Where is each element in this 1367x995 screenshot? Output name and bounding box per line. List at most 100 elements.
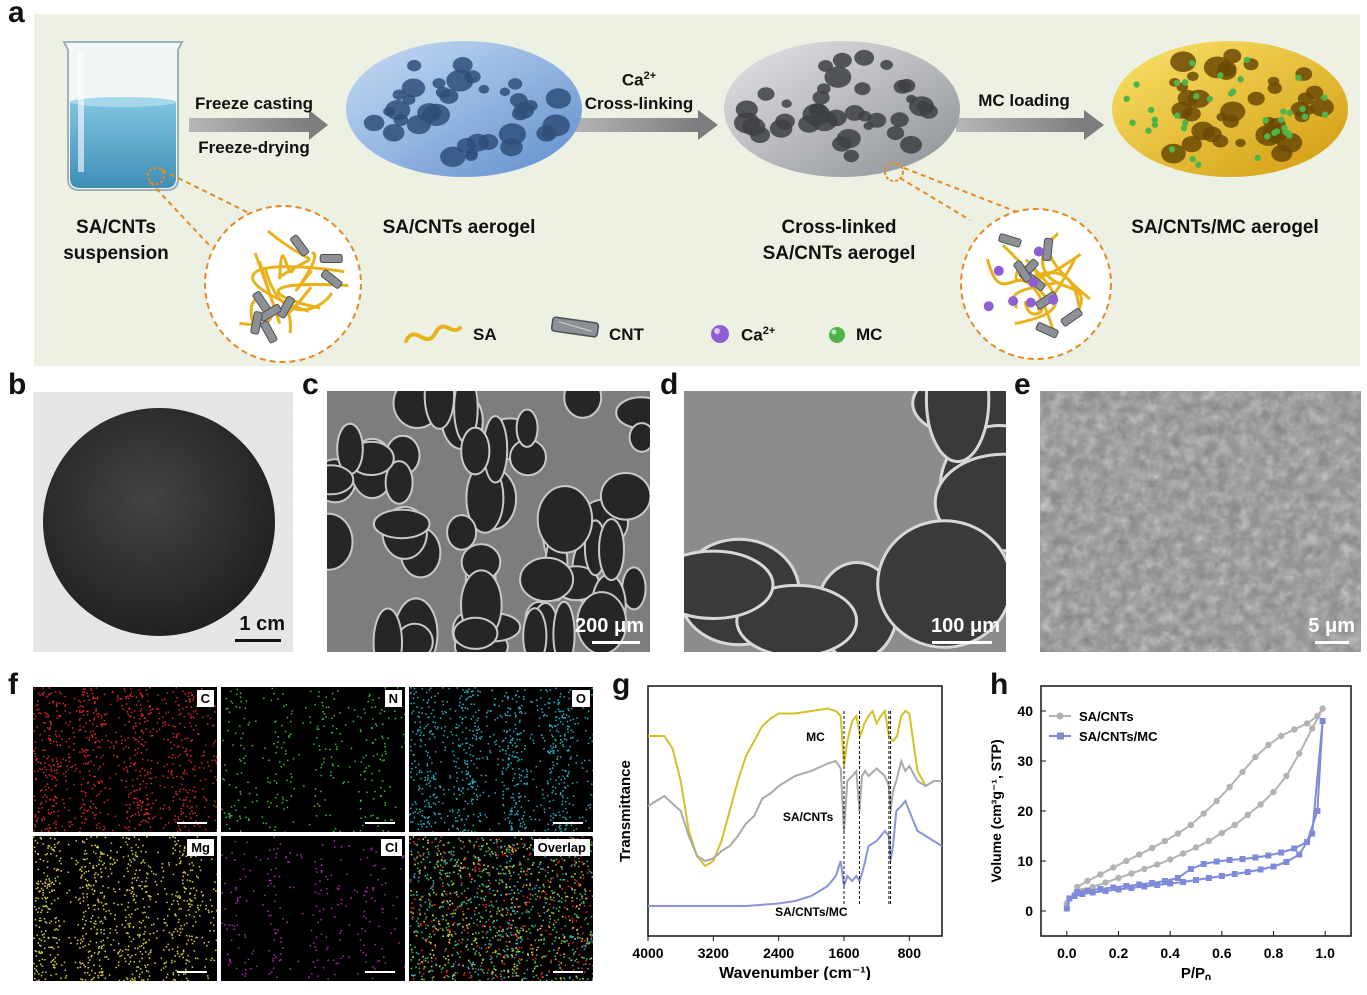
- eds-dot: [541, 956, 544, 959]
- eds-dot: [467, 783, 470, 785]
- eds-dot: [98, 713, 100, 715]
- eds-dot: [567, 707, 569, 710]
- eds-dot: [474, 971, 477, 973]
- eds-dot: [430, 696, 432, 699]
- eds-dot: [50, 724, 52, 726]
- aerogel-disc-texture: [43, 408, 275, 636]
- eds-dot: [35, 861, 37, 863]
- eds-dot: [434, 721, 437, 724]
- eds-dot: [543, 797, 545, 799]
- eds-dot: [478, 728, 481, 730]
- eds-dot: [127, 855, 130, 857]
- eds-dot: [418, 771, 420, 774]
- eds-dot: [83, 754, 86, 757]
- eds-dot: [586, 942, 588, 945]
- eds-dot: [179, 830, 182, 832]
- eds-dot: [174, 849, 177, 851]
- eds-dot: [105, 910, 107, 913]
- eds-dot: [486, 725, 488, 727]
- eds-dot: [457, 964, 460, 966]
- eds-dot: [495, 842, 498, 844]
- eds-dot: [44, 794, 46, 796]
- eds-dot: [457, 865, 459, 867]
- eds-dot: [143, 717, 146, 719]
- eds-dot: [140, 945, 143, 947]
- eds-dot: [436, 852, 438, 855]
- eds-dot: [524, 745, 526, 747]
- eds-dot: [567, 731, 569, 733]
- eds-dot: [93, 783, 95, 786]
- eds-dot: [523, 884, 525, 886]
- eds-dot: [131, 853, 134, 855]
- eds-dot: [384, 801, 386, 804]
- eds-dot: [429, 969, 432, 972]
- eds-dot: [425, 939, 427, 942]
- eds-dot: [259, 859, 262, 861]
- eds-dot: [149, 687, 151, 689]
- eds-dot: [453, 854, 455, 857]
- eds-dot: [477, 973, 479, 976]
- eds-dot: [138, 689, 140, 691]
- eds-dot: [504, 845, 506, 848]
- photo-aerogel-disc: 1 cm: [33, 392, 293, 652]
- eds-dot: [507, 711, 509, 713]
- eds-dot: [591, 740, 593, 743]
- eds-dot: [586, 897, 588, 900]
- eds-dot: [39, 890, 41, 892]
- eds-dot: [384, 819, 387, 822]
- eds-dot: [557, 918, 559, 921]
- eds-dot: [115, 773, 117, 775]
- eds-dot: [481, 962, 483, 964]
- eds-dot: [347, 706, 350, 709]
- eds-dot: [543, 811, 546, 813]
- eds-dot: [73, 697, 76, 700]
- eds-dot: [127, 923, 129, 925]
- eds-dot: [102, 885, 104, 887]
- eds-dot: [410, 850, 412, 853]
- eds-dot: [100, 971, 102, 973]
- eds-dot: [422, 699, 425, 701]
- eds-dot: [441, 914, 444, 917]
- eds-dot: [156, 884, 158, 886]
- eds-dot: [491, 956, 493, 959]
- eds-dot: [175, 821, 177, 823]
- eds-dot: [45, 901, 47, 903]
- eds-dot: [559, 828, 561, 830]
- eds-dot: [501, 960, 503, 962]
- eds-dots-n: [221, 687, 405, 832]
- eds-dot: [589, 889, 591, 892]
- eds-dot: [553, 899, 556, 902]
- aerogel-pore: [886, 126, 905, 141]
- eds-dot: [363, 915, 365, 918]
- eds-dot: [534, 818, 536, 821]
- eds-dot: [462, 913, 465, 916]
- eds-dot: [93, 764, 95, 767]
- aerogel-pore: [478, 84, 490, 94]
- eds-dot: [180, 712, 182, 715]
- eds-dot: [432, 774, 435, 777]
- eds-dot: [512, 777, 515, 779]
- eds-dot: [440, 836, 443, 838]
- eds-dot: [45, 898, 47, 900]
- eds-dot: [372, 755, 375, 757]
- eds-dot: [139, 800, 141, 802]
- eds-dot: [147, 700, 150, 702]
- eds-dot: [456, 907, 459, 909]
- eds-dot: [174, 928, 177, 930]
- eds-dot: [574, 882, 576, 884]
- eds-dot: [352, 720, 355, 723]
- eds-dot: [189, 812, 191, 815]
- eds-dot: [95, 737, 97, 739]
- eds-dot: [522, 821, 524, 823]
- eds-dot: [170, 770, 173, 772]
- eds-dot: [583, 902, 585, 904]
- eds-dot: [378, 770, 381, 772]
- eds-dot: [458, 814, 460, 817]
- eds-dot: [49, 727, 51, 729]
- mc-particle: [1129, 119, 1136, 126]
- eds-dot: [134, 738, 136, 741]
- eds-dot: [462, 689, 464, 691]
- eds-dot: [243, 762, 246, 764]
- eds-dot: [585, 917, 587, 919]
- eds-dot: [80, 877, 82, 879]
